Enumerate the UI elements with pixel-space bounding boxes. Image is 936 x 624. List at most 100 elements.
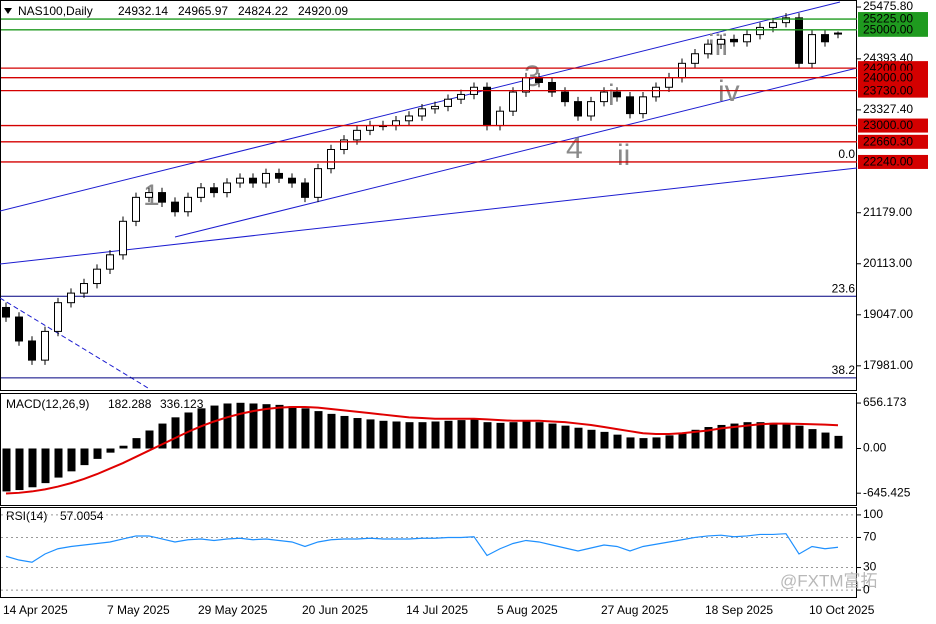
macd-bar — [678, 432, 687, 449]
macd-bar — [41, 448, 50, 484]
candle-body — [522, 77, 530, 93]
macd-bar — [197, 408, 206, 449]
macd-bar — [379, 420, 388, 449]
macd-bar — [2, 448, 11, 492]
signal-line — [5, 405, 839, 495]
candle-body — [808, 34, 816, 64]
menu-arrow[interactable] — [4, 8, 12, 14]
macd-bar — [717, 424, 726, 449]
macd-bar — [15, 448, 24, 491]
macd-bar — [743, 422, 752, 449]
candle-body — [262, 172, 270, 184]
candle-body — [106, 254, 114, 270]
y-tick-label: 17981.00 — [863, 358, 913, 372]
macd-bar — [132, 438, 141, 449]
macd-bar — [223, 403, 232, 449]
x-tick-label: 14 Apr 2025 — [3, 603, 68, 617]
close-value: 24920.09 — [298, 4, 348, 18]
level-label: 23000.00 — [863, 118, 913, 132]
candle-body — [197, 187, 205, 198]
macd-bar — [28, 448, 37, 488]
level-box — [858, 83, 928, 98]
macd-value: 182.288 — [108, 397, 152, 411]
candle-body — [457, 93, 465, 100]
candle-body — [704, 43, 712, 55]
x-tick-label: 7 May 2025 — [107, 603, 170, 617]
level-box — [858, 70, 928, 85]
macd-bar — [457, 420, 466, 449]
macd-bar — [314, 411, 323, 449]
level-label: 25225.00 — [863, 12, 913, 26]
macd-bar — [561, 425, 570, 449]
candle-body — [392, 120, 400, 127]
channel-line — [0, 1, 841, 212]
macd-bar — [67, 448, 76, 472]
candle-body — [691, 53, 699, 64]
y-tick-label: 23327.40 — [863, 102, 913, 116]
macd-title: MACD(12,26,9) — [6, 397, 89, 411]
x-tick-label: 5 Aug 2025 — [497, 603, 558, 617]
macd-bar — [821, 432, 830, 449]
candle-body — [288, 177, 296, 184]
macd-bar — [54, 448, 63, 478]
candle-body — [678, 62, 686, 79]
x-tick-label: 10 Oct 2025 — [809, 603, 875, 617]
y-tick-label: -645.425 — [863, 485, 911, 499]
candle-body — [561, 91, 569, 103]
candle-body — [327, 148, 335, 170]
candle-body — [626, 96, 634, 115]
candle-body — [743, 34, 751, 43]
candle-body — [418, 108, 426, 117]
macd-bar — [652, 437, 661, 449]
candle-body — [184, 196, 192, 213]
candle-body — [834, 32, 842, 35]
macd-bar — [262, 404, 271, 449]
rsi-title: RSI(14) — [6, 509, 47, 523]
macd-bar — [353, 418, 362, 449]
macd-bar — [704, 427, 713, 449]
macd-bar — [93, 448, 102, 459]
candle-body — [496, 110, 504, 127]
wave-label: iii — [708, 29, 728, 62]
candle-body — [15, 316, 23, 342]
macd-bar — [249, 403, 258, 449]
candle-body — [158, 192, 166, 203]
candle-body — [665, 77, 673, 88]
macd-bar — [80, 448, 89, 466]
candle-body — [444, 98, 452, 107]
macd-bar — [431, 421, 440, 449]
x-tick-label: 27 Aug 2025 — [601, 603, 669, 617]
candle-body — [210, 187, 218, 194]
x-tick-label: 20 Jun 2025 — [302, 603, 368, 617]
candle-body — [236, 177, 244, 184]
candle-body — [600, 91, 608, 103]
macd-bar — [392, 421, 401, 449]
candle-body — [730, 38, 738, 43]
macd-bar — [613, 434, 622, 449]
candle-body — [41, 330, 49, 361]
macd-bar — [470, 419, 479, 449]
trend-line — [0, 297, 149, 389]
y-tick-label: 656.173 — [863, 395, 907, 409]
candle-body — [353, 129, 361, 141]
macd-bar — [691, 429, 700, 449]
macd-bar — [444, 420, 453, 449]
y-tick-label: 100 — [863, 507, 883, 521]
fib-label: 23.6 — [832, 281, 856, 295]
open-value: 24932.14 — [118, 4, 168, 18]
macd-bar — [626, 437, 635, 449]
rsi-value: 57.0054 — [60, 509, 104, 523]
level-label: 25000.00 — [863, 22, 913, 36]
candle-body — [717, 38, 725, 45]
macd-bar — [301, 408, 310, 449]
macd-bar — [782, 423, 791, 449]
macd-bar — [418, 422, 427, 449]
candle-body — [340, 139, 348, 150]
candle-body — [223, 182, 231, 194]
macd-bar — [288, 406, 297, 449]
macd-bar — [756, 422, 765, 449]
level-box — [858, 22, 928, 37]
fib-label: 0.0 — [838, 147, 855, 161]
macd-bar — [366, 419, 375, 449]
